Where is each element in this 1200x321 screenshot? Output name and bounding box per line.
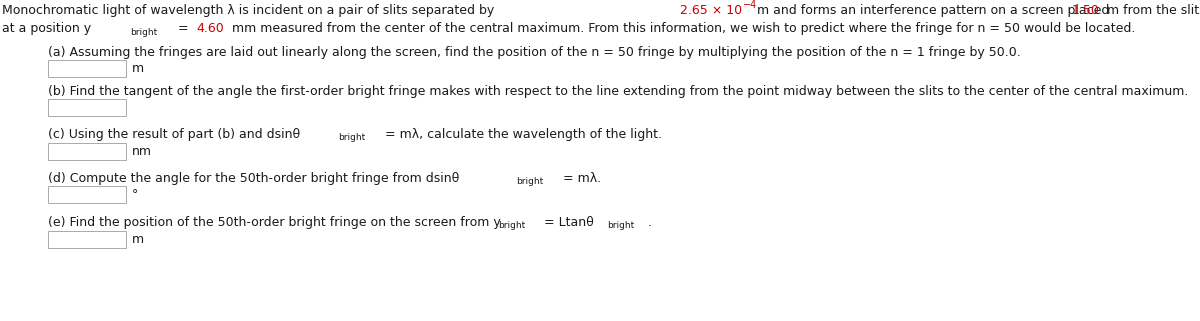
Text: (e) Find the position of the 50th-order bright fringe on the screen from y: (e) Find the position of the 50th-order … <box>48 216 500 229</box>
Text: m and forms an interference pattern on a screen placed: m and forms an interference pattern on a… <box>754 4 1114 17</box>
Text: bright: bright <box>338 133 365 142</box>
Text: m from the slits. The first-order bright fringe is: m from the slits. The first-order bright… <box>1103 4 1200 17</box>
Text: (d) Compute the angle for the 50th-order bright fringe from dsinθ: (d) Compute the angle for the 50th-order… <box>48 172 460 185</box>
Text: 2.65 × 10: 2.65 × 10 <box>680 4 742 17</box>
Text: 1.50: 1.50 <box>1072 4 1100 17</box>
Text: bright: bright <box>516 177 544 186</box>
Text: at a position y: at a position y <box>2 22 91 35</box>
Text: (a) Assuming the fringes are laid out linearly along the screen, find the positi: (a) Assuming the fringes are laid out li… <box>48 46 1021 59</box>
Text: = mλ.: = mλ. <box>559 172 601 185</box>
Text: m: m <box>132 233 144 246</box>
Text: =: = <box>174 22 193 35</box>
Text: Monochromatic light of wavelength λ is incident on a pair of slits separated by: Monochromatic light of wavelength λ is i… <box>2 4 498 17</box>
Text: = mλ, calculate the wavelength of the light.: = mλ, calculate the wavelength of the li… <box>382 128 662 141</box>
Text: = Ltanθ: = Ltanθ <box>540 216 594 229</box>
FancyBboxPatch shape <box>48 99 126 116</box>
Text: bright: bright <box>498 221 526 230</box>
Text: −4: −4 <box>743 0 757 10</box>
Text: (b) Find the tangent of the angle the first-order bright fringe makes with respe: (b) Find the tangent of the angle the fi… <box>48 85 1188 98</box>
Text: nm: nm <box>132 145 152 158</box>
FancyBboxPatch shape <box>48 186 126 203</box>
Text: .: . <box>648 216 652 229</box>
Text: °: ° <box>132 188 138 201</box>
Text: m: m <box>132 62 144 75</box>
FancyBboxPatch shape <box>48 231 126 248</box>
FancyBboxPatch shape <box>48 143 126 160</box>
FancyBboxPatch shape <box>48 60 126 77</box>
Text: 4.60: 4.60 <box>196 22 223 35</box>
Text: mm measured from the center of the central maximum. From this information, we wi: mm measured from the center of the centr… <box>228 22 1135 35</box>
Text: bright: bright <box>607 221 635 230</box>
Text: bright: bright <box>130 28 157 37</box>
Text: (c) Using the result of part (b) and dsinθ: (c) Using the result of part (b) and dsi… <box>48 128 300 141</box>
